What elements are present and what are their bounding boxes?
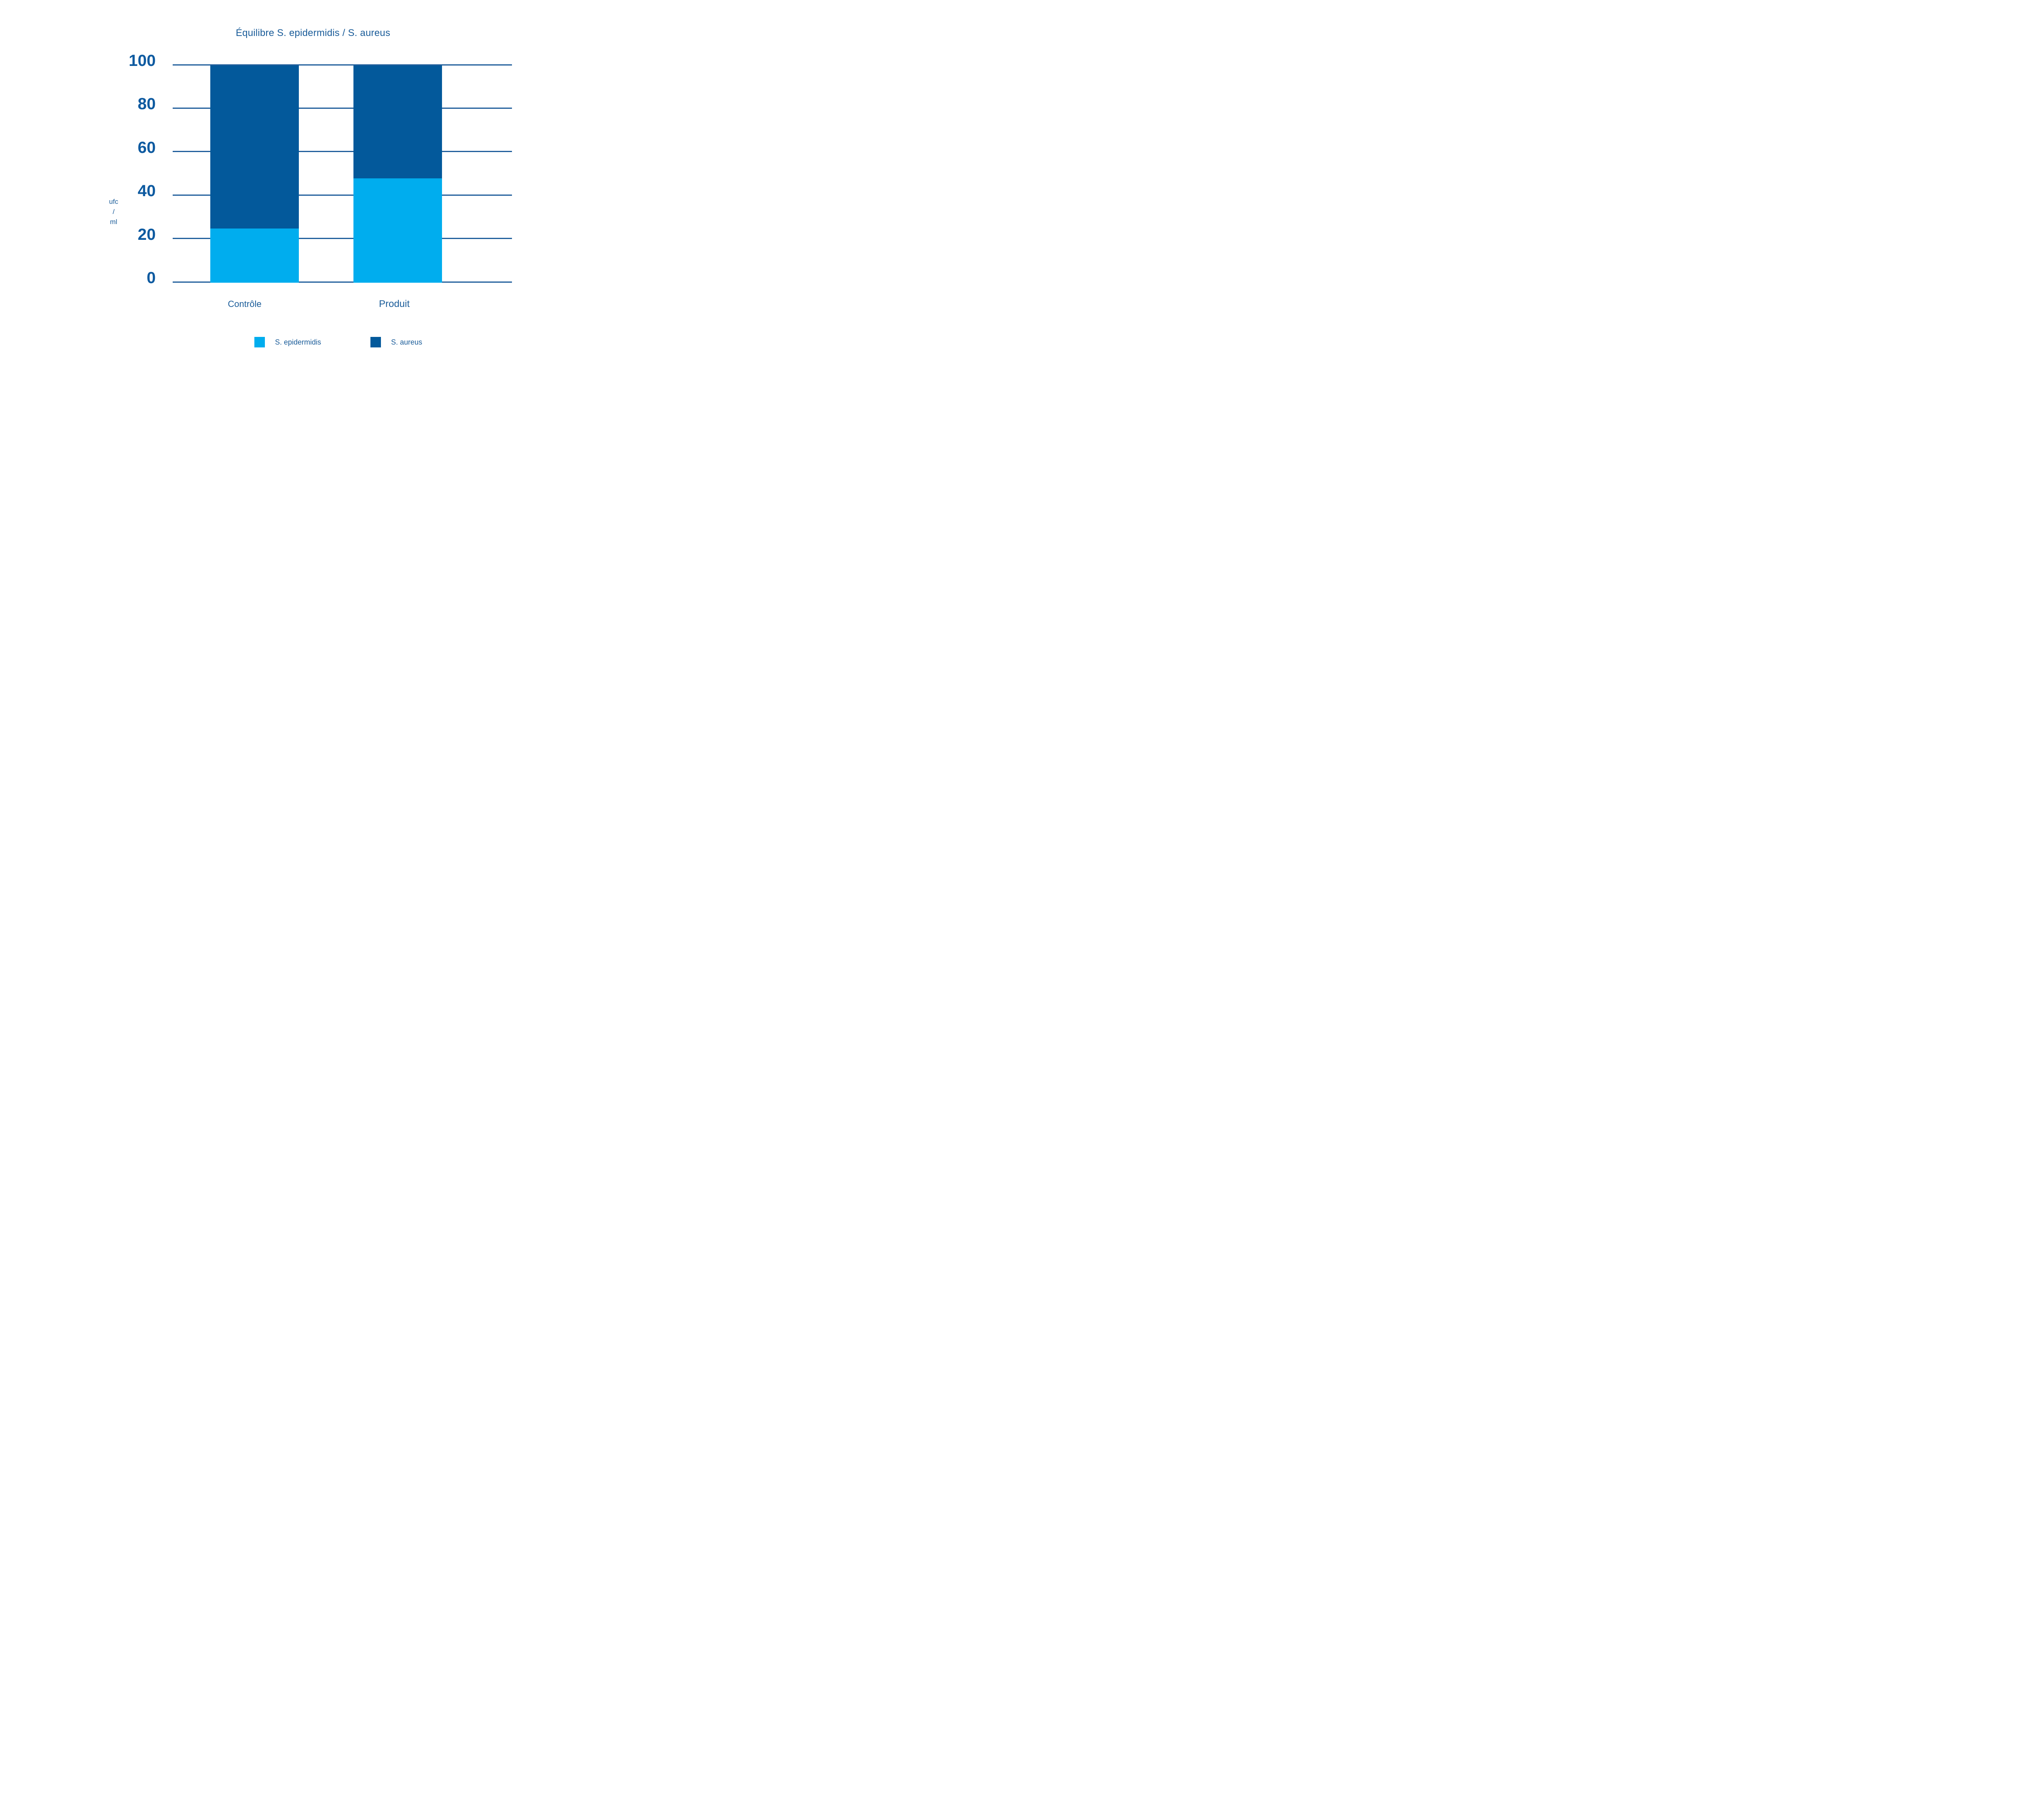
- legend-swatch-s-epidermidis: [254, 337, 265, 347]
- y-tick-label: 20: [137, 225, 156, 243]
- gridline: [173, 64, 512, 66]
- bar-segment-s-epidermidis: [210, 228, 299, 283]
- y-tick-label: 40: [137, 182, 156, 200]
- bar-segment-s-aureus: [353, 66, 442, 179]
- y-tick-label: 0: [146, 269, 156, 287]
- bar-segment-s-aureus: [210, 66, 299, 229]
- gridline: [173, 194, 512, 196]
- bar-contr-le: [210, 65, 299, 283]
- chart-canvas: Équilibre S. epidermidis / S. aureus 0 20…: [0, 0, 647, 364]
- gridline: [173, 151, 512, 152]
- y-axis-unit-label: ufc / ml: [85, 197, 142, 227]
- gridline: [173, 107, 512, 109]
- gridline: [173, 281, 512, 283]
- x-axis-label-produit: Produit: [379, 298, 410, 309]
- y-tick-label: 60: [137, 138, 156, 157]
- legend-label-s-aureus: S. aureus: [391, 338, 423, 346]
- y-axis-unit-line: /: [112, 208, 115, 216]
- bar-produit: [353, 65, 442, 283]
- y-tick-label: 100: [129, 52, 156, 70]
- y-axis-unit-line: ufc: [109, 198, 118, 205]
- gridline: [173, 238, 512, 239]
- y-axis-unit-line: ml: [110, 218, 117, 226]
- y-tick-label: 80: [137, 95, 156, 113]
- legend-label-s-epidermidis: S. epidermidis: [275, 338, 321, 346]
- bar-segment-s-epidermidis: [353, 178, 442, 283]
- chart-title: Équilibre S. epidermidis / S. aureus: [235, 28, 391, 38]
- legend-swatch-s-aureus: [370, 337, 381, 347]
- x-axis-label-contr-le: Contrôle: [228, 299, 262, 309]
